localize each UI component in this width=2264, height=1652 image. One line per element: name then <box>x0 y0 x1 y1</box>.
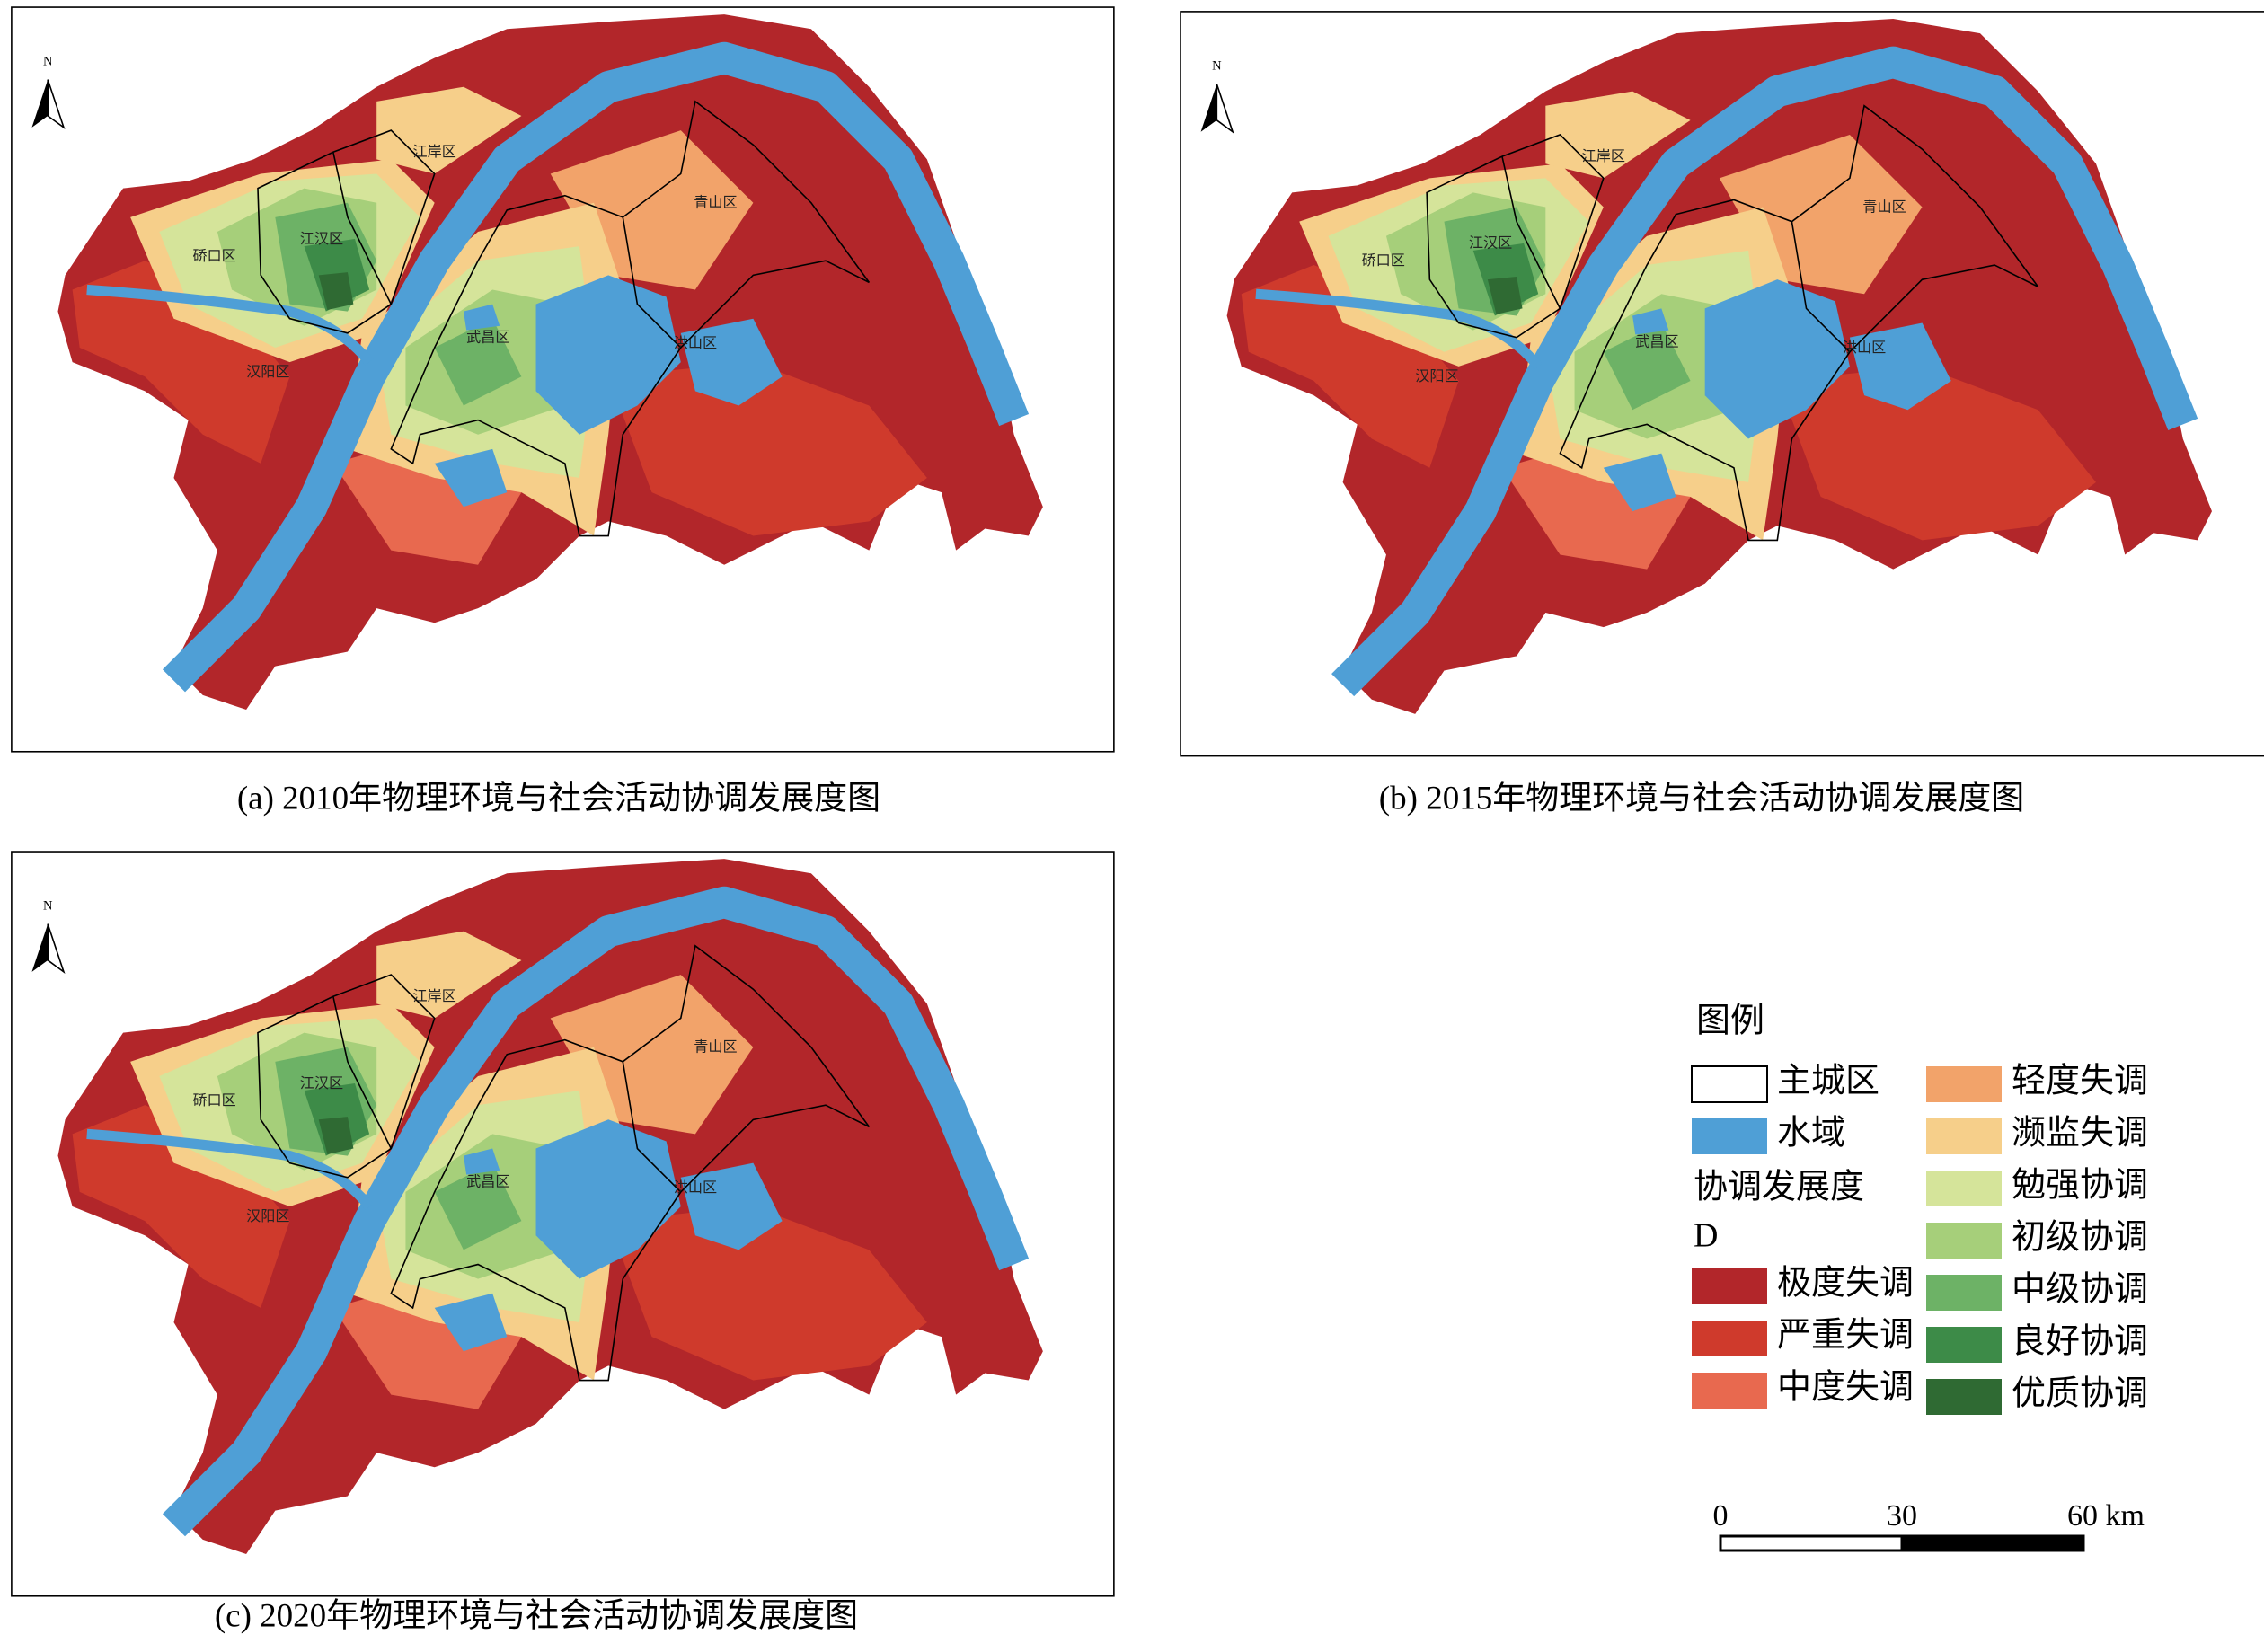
legend-label: 优质协调 <box>2012 1375 2148 1413</box>
district-label: 江岸区 <box>413 988 456 1004</box>
legend-label: 良好协调 <box>2012 1323 2148 1361</box>
district-label: 青山区 <box>694 195 737 211</box>
map-area <box>57 859 1042 1554</box>
legend-title: 图例 <box>1696 1003 1764 1040</box>
legend-swatch <box>1692 1373 1767 1409</box>
district-label: 硚口区 <box>192 248 235 264</box>
district-label: 硚口区 <box>192 1092 235 1109</box>
legend-label: 濒监失调 <box>2012 1115 2148 1153</box>
north-arrow <box>1200 84 1217 132</box>
panel-caption: (a) 2010年物理环境与社会活动协调发展度图 <box>237 779 880 817</box>
scale-bar <box>1719 1534 1904 1552</box>
legend-label: 水域 <box>1777 1115 1845 1153</box>
legend-swatch <box>1691 1065 1768 1103</box>
legend-label: 轻度失调 <box>2012 1063 2148 1100</box>
district-label: 江汉区 <box>300 231 343 247</box>
panel-caption: (c) 2020年物理环境与社会活动协调发展度图 <box>215 1596 858 1634</box>
legend-label: 中度失调 <box>1777 1369 1914 1407</box>
map-area <box>1227 19 2212 714</box>
legend-swatch <box>1926 1275 2002 1311</box>
legend-label: 主城区 <box>1777 1063 1879 1100</box>
district-label: 江汉区 <box>300 1075 343 1091</box>
legend-label: 严重失调 <box>1777 1317 1914 1355</box>
scale-label: 30 <box>1887 1499 1917 1533</box>
legend-label: D <box>1694 1217 1718 1255</box>
north-arrow <box>31 923 49 972</box>
district-label: 青山区 <box>694 1039 737 1056</box>
panel-frame <box>11 6 1115 753</box>
map-area <box>57 14 1042 710</box>
legend-swatch <box>1692 1321 1767 1356</box>
legend-swatch <box>1926 1223 2002 1259</box>
legend-label: 勉强协调 <box>2012 1167 2148 1205</box>
north-label: N <box>1212 58 1222 73</box>
district-label: 汉阳区 <box>246 1208 289 1224</box>
district-label: 江岸区 <box>1582 148 1625 164</box>
scale-label: 0 <box>1713 1499 1729 1533</box>
district-label: 硚口区 <box>1362 252 1405 269</box>
panel-frame <box>1180 11 2264 757</box>
legend-swatch <box>1926 1171 2002 1206</box>
district-label: 洪山区 <box>674 335 717 351</box>
legend-swatch <box>1926 1379 2002 1415</box>
legend-swatch <box>1926 1327 2002 1363</box>
legend-swatch <box>1692 1118 1767 1154</box>
north-label: N <box>43 55 53 69</box>
north-arrow <box>47 79 66 130</box>
district-label: 江汉区 <box>1469 235 1512 252</box>
district-label: 青山区 <box>1862 199 1906 215</box>
north-label: N <box>43 899 53 914</box>
legend-label: 极度失调 <box>1777 1265 1914 1303</box>
panel-caption: (b) 2015年物理环境与社会活动协调发展度图 <box>1379 779 2024 817</box>
district-label: 武昌区 <box>466 330 509 346</box>
legend-swatch <box>1926 1066 2002 1102</box>
legend-swatch <box>1692 1268 1767 1304</box>
north-arrow <box>31 79 49 128</box>
legend-label: 初级协调 <box>2012 1219 2148 1257</box>
district-label: 洪山区 <box>1843 340 1886 356</box>
legend-label: 中级协调 <box>2012 1271 2148 1309</box>
legend-swatch <box>1926 1118 2002 1154</box>
district-label: 汉阳区 <box>246 364 289 380</box>
scale-label: 60 km <box>2067 1499 2145 1533</box>
district-label: 洪山区 <box>674 1179 717 1196</box>
north-arrow <box>1216 84 1234 134</box>
district-label: 江岸区 <box>413 144 456 160</box>
scale-bar <box>1900 1534 2085 1552</box>
legend-label: 协调发展度 <box>1694 1169 1864 1206</box>
panel-frame <box>11 851 1115 1597</box>
district-label: 武昌区 <box>466 1173 509 1189</box>
north-arrow <box>47 923 66 974</box>
district-label: 武昌区 <box>1635 333 1678 349</box>
district-label: 汉阳区 <box>1415 368 1458 384</box>
